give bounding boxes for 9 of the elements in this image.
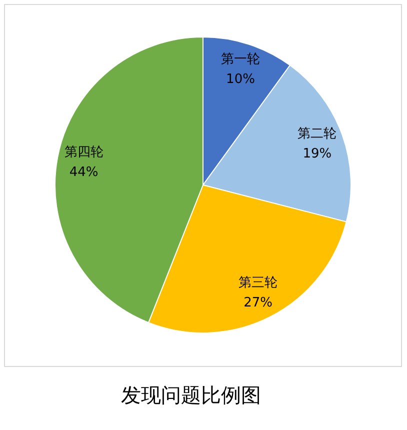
text: 发现问题比例图 [121, 383, 261, 407]
slice-label: 第二轮 [298, 126, 337, 142]
slice-label: 第一轮 [221, 52, 260, 68]
data-label: 19% [302, 146, 332, 162]
data-label: 10% [226, 72, 255, 88]
data-label: 27% [244, 296, 273, 311]
slice-label: 第三轮 [238, 276, 278, 291]
data-label: 44% [69, 164, 98, 180]
slice-label: 第四轮 [64, 144, 104, 160]
